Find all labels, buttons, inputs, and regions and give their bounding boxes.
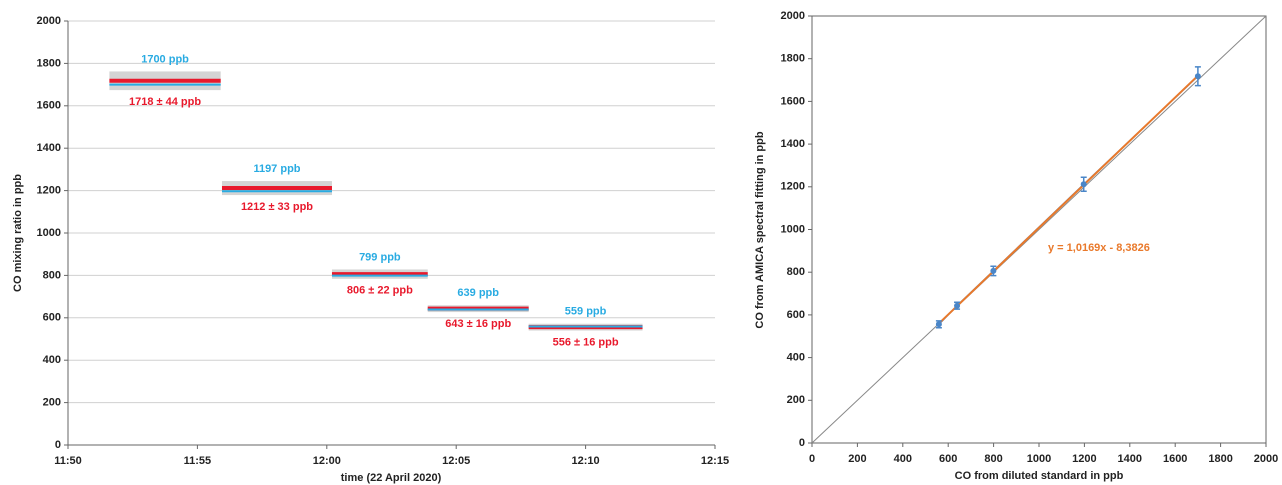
- x-axis-label: time (22 April 2020): [341, 472, 442, 484]
- point: [990, 267, 997, 274]
- x-tick-label: 1000: [1027, 453, 1051, 465]
- x-tick-label: 12:05: [442, 455, 470, 467]
- y-tick-label: 600: [43, 312, 61, 324]
- x-tick-label: 12:00: [313, 455, 341, 467]
- y-tick-label: 2000: [37, 15, 61, 27]
- reference-label: 799 ppb: [359, 251, 401, 263]
- y-tick-label: 400: [787, 352, 805, 364]
- y-tick-label: 1800: [781, 53, 805, 65]
- y-tick-label: 0: [799, 437, 805, 449]
- measured-label: 1212 ± 33 ppb: [241, 201, 313, 213]
- fit-label: y = 1,0169x - 8,3826: [1048, 242, 1150, 254]
- y-tick-label: 400: [43, 354, 61, 366]
- point: [1080, 181, 1087, 188]
- x-tick-label: 800: [984, 453, 1002, 465]
- one-to-one-line: [811, 15, 1267, 444]
- x-tick-label: 2000: [1254, 453, 1278, 465]
- measured-label: 643 ± 16 ppb: [445, 318, 511, 330]
- y-tick-label: 1400: [781, 138, 805, 150]
- y-tick-label: 800: [787, 266, 805, 278]
- y-tick-label: 1600: [37, 100, 61, 112]
- y-tick-label: 600: [787, 309, 805, 321]
- y-tick-label: 200: [43, 397, 61, 409]
- x-tick-label: 400: [894, 453, 912, 465]
- y-tick-label: 2000: [781, 10, 805, 22]
- reference-label: 1197 ppb: [253, 163, 300, 175]
- x-axis-label: CO from diluted standard in ppb: [955, 470, 1124, 482]
- reference-label: 559 ppb: [565, 306, 607, 318]
- fit-line: [938, 74, 1199, 325]
- plot-frame: [811, 15, 1267, 444]
- x-tick-label: 1200: [1072, 453, 1096, 465]
- x-tick-label: 12:15: [701, 455, 729, 467]
- measured-label: 806 ± 22 ppb: [347, 285, 413, 297]
- y-tick-label: 1600: [781, 95, 805, 107]
- x-tick-label: 12:10: [572, 455, 600, 467]
- y-tick-label: 200: [787, 394, 805, 406]
- point: [935, 321, 942, 328]
- x-tick-label: 1600: [1163, 453, 1187, 465]
- y-axis-label: CO from AMICA spectral fitting in ppb: [754, 131, 766, 328]
- measured-label: 1718 ± 44 ppb: [129, 96, 201, 108]
- x-tick-label: 600: [939, 453, 957, 465]
- x-tick-label: 11:55: [184, 455, 212, 467]
- x-tick-label: 0: [809, 453, 815, 465]
- y-axis-label: CO mixing ratio in ppb: [12, 174, 24, 292]
- measured-label: 556 ± 16 ppb: [553, 336, 619, 348]
- y-tick-label: 1200: [781, 181, 805, 193]
- reference-label: 639 ppb: [457, 287, 499, 299]
- y-tick-label: 0: [55, 439, 61, 451]
- x-tick-label: 200: [848, 453, 866, 465]
- y-tick-label: 1000: [37, 227, 61, 239]
- y-tick-label: 1400: [37, 142, 61, 154]
- y-tick-label: 800: [43, 269, 61, 281]
- x-tick-label: 1400: [1118, 453, 1142, 465]
- point: [1194, 73, 1201, 80]
- point: [954, 302, 961, 309]
- x-tick-label: 1800: [1208, 453, 1232, 465]
- y-tick-label: 1800: [37, 57, 61, 69]
- y-tick-label: 1000: [781, 223, 805, 235]
- reference-label: 1700 ppb: [141, 53, 189, 65]
- y-tick-label: 1200: [37, 185, 61, 197]
- x-tick-label: 11:50: [54, 455, 82, 467]
